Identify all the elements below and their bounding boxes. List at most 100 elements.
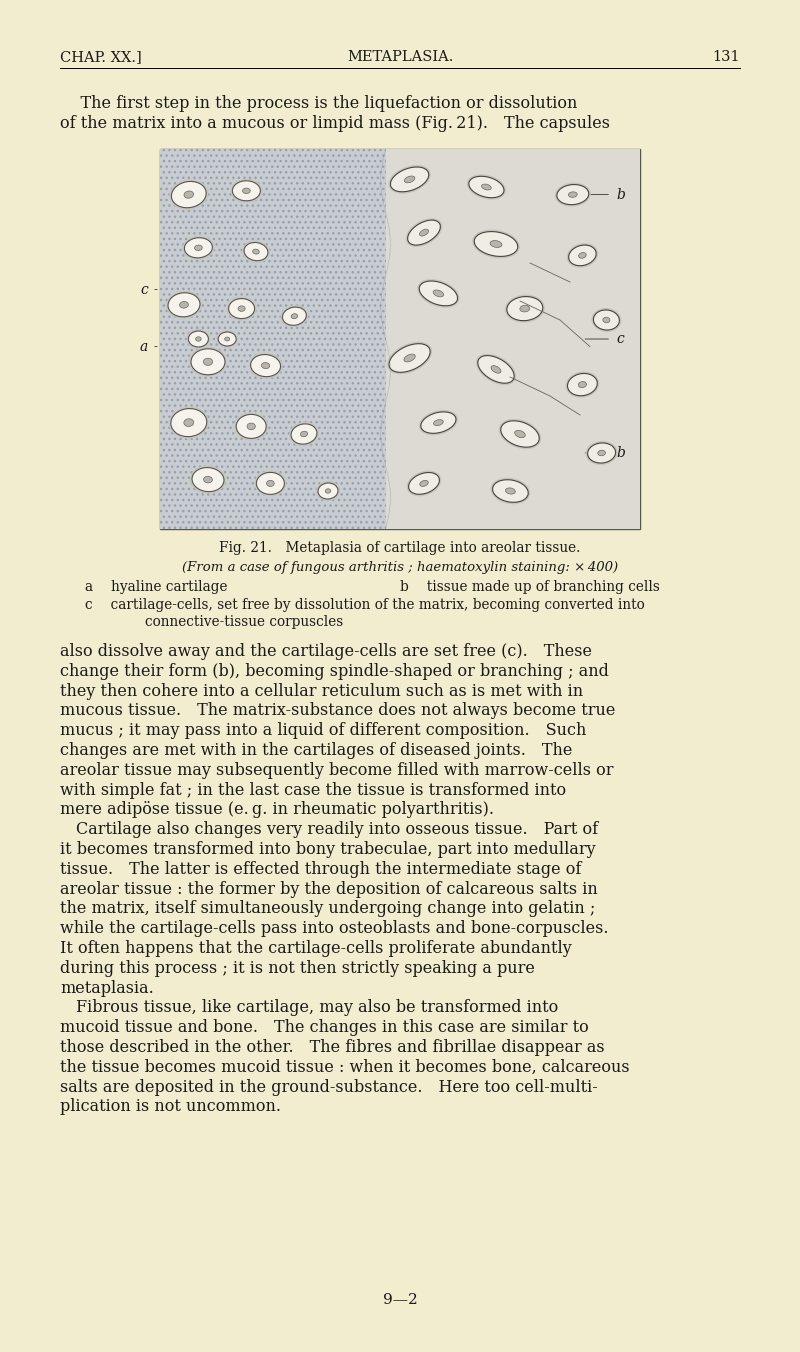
Ellipse shape: [555, 183, 590, 207]
Ellipse shape: [262, 362, 270, 369]
Text: they then cohere into a cellular reticulum such as is met with in: they then cohere into a cellular reticul…: [60, 683, 583, 699]
Text: c: c: [140, 283, 148, 296]
Text: areolar tissue may subsequently become filled with marrow-cells or: areolar tissue may subsequently become f…: [60, 761, 614, 779]
Text: b  tissue made up of branching cells: b tissue made up of branching cells: [400, 580, 660, 594]
Ellipse shape: [242, 188, 250, 193]
Ellipse shape: [169, 407, 209, 438]
Ellipse shape: [506, 488, 515, 493]
Text: mucous tissue. The matrix-substance does not always become true: mucous tissue. The matrix-substance does…: [60, 703, 615, 719]
Ellipse shape: [170, 180, 208, 210]
Ellipse shape: [478, 356, 514, 383]
Bar: [160, 149, 640, 529]
Ellipse shape: [171, 181, 206, 208]
Ellipse shape: [520, 306, 530, 312]
Ellipse shape: [168, 293, 200, 316]
Text: metaplasia.: metaplasia.: [60, 980, 154, 996]
Ellipse shape: [476, 354, 516, 385]
Text: b: b: [616, 446, 625, 460]
Ellipse shape: [291, 314, 298, 319]
Ellipse shape: [216, 330, 238, 347]
Ellipse shape: [184, 191, 194, 199]
Ellipse shape: [180, 301, 188, 308]
Ellipse shape: [409, 473, 439, 495]
Text: during this process ; it is not then strictly speaking a pure: during this process ; it is not then str…: [60, 960, 535, 976]
Ellipse shape: [567, 373, 598, 396]
Ellipse shape: [591, 308, 622, 333]
Text: those described in the other. The fibres and fibrillae disappear as: those described in the other. The fibres…: [60, 1038, 605, 1056]
Ellipse shape: [249, 353, 282, 379]
Ellipse shape: [390, 168, 429, 192]
Ellipse shape: [281, 306, 308, 327]
Ellipse shape: [482, 184, 491, 189]
Ellipse shape: [514, 430, 526, 438]
Ellipse shape: [586, 441, 618, 465]
Bar: [386, 149, 640, 529]
Text: while the cartilage-cells pass into osteoblasts and bone-corpuscles.: while the cartilage-cells pass into oste…: [60, 921, 609, 937]
Ellipse shape: [301, 431, 307, 437]
Ellipse shape: [254, 470, 286, 496]
Text: CHAP. XX.]: CHAP. XX.]: [60, 50, 142, 64]
Ellipse shape: [171, 408, 206, 437]
Text: mere adipöse tissue (e. g. in rheumatic polyarthritis).: mere adipöse tissue (e. g. in rheumatic …: [60, 802, 494, 818]
Ellipse shape: [387, 342, 432, 375]
Ellipse shape: [493, 480, 528, 503]
Text: change their form (b), becoming spindle-shaped or branching ; and: change their form (b), becoming spindle-…: [60, 662, 609, 680]
Ellipse shape: [189, 331, 209, 347]
Text: it becomes transformed into bony trabeculae, part into medullary: it becomes transformed into bony trabecu…: [60, 841, 596, 859]
Ellipse shape: [406, 470, 442, 496]
Ellipse shape: [507, 296, 542, 320]
Ellipse shape: [184, 419, 194, 426]
Ellipse shape: [238, 306, 245, 311]
Ellipse shape: [490, 241, 502, 247]
Ellipse shape: [291, 425, 317, 443]
Ellipse shape: [566, 372, 599, 397]
Ellipse shape: [578, 381, 586, 388]
Text: the matrix, itself simultaneously undergoing change into gelatin ;: the matrix, itself simultaneously underg…: [60, 900, 595, 918]
Ellipse shape: [419, 410, 458, 435]
Ellipse shape: [419, 281, 458, 306]
Ellipse shape: [434, 419, 443, 426]
Ellipse shape: [404, 354, 415, 362]
Text: the tissue becomes mucoid tissue : when it becomes bone, calcareous: the tissue becomes mucoid tissue : when …: [60, 1059, 630, 1076]
Text: of the matrix into a mucous or limpid mass (Fig. 21). The capsules: of the matrix into a mucous or limpid ma…: [60, 115, 610, 131]
Ellipse shape: [244, 242, 268, 261]
Ellipse shape: [474, 231, 518, 257]
Text: changes are met with in the cartilages of diseased joints. The: changes are met with in the cartilages o…: [60, 742, 572, 758]
Text: (From a case of fungous arthritis ; haematoxylin staining: × 400): (From a case of fungous arthritis ; haem…: [182, 561, 618, 575]
Text: areolar tissue : the former by the deposition of calcareous salts in: areolar tissue : the former by the depos…: [60, 880, 598, 898]
Ellipse shape: [588, 443, 615, 462]
Ellipse shape: [191, 349, 225, 375]
Ellipse shape: [242, 241, 270, 262]
Bar: [160, 149, 386, 529]
Ellipse shape: [192, 468, 224, 492]
Ellipse shape: [419, 230, 429, 237]
Text: c  cartilage-cells, set free by dissolution of the matrix, becoming converted in: c cartilage-cells, set free by dissoluti…: [85, 598, 645, 612]
Text: a  hyaline cartilage: a hyaline cartilage: [85, 580, 227, 594]
Ellipse shape: [182, 235, 214, 260]
Ellipse shape: [190, 465, 226, 493]
Ellipse shape: [233, 181, 261, 201]
Ellipse shape: [389, 343, 430, 372]
Ellipse shape: [418, 279, 459, 308]
Text: mucus ; it may pass into a liquid of different composition. Such: mucus ; it may pass into a liquid of dif…: [60, 722, 586, 740]
Ellipse shape: [389, 165, 430, 193]
Ellipse shape: [186, 329, 210, 349]
Ellipse shape: [218, 333, 236, 346]
Text: Cartilage also changes very readily into osseous tissue. Part of: Cartilage also changes very readily into…: [60, 821, 598, 838]
Ellipse shape: [578, 253, 586, 258]
Ellipse shape: [467, 174, 506, 200]
Ellipse shape: [603, 318, 610, 323]
Text: mucoid tissue and bone. The changes in this case are similar to: mucoid tissue and bone. The changes in t…: [60, 1019, 589, 1036]
Text: with simple fat ; in the last case the tissue is transformed into: with simple fat ; in the last case the t…: [60, 781, 566, 799]
Text: also dissolve away and the cartilage-cells are set free (c). These: also dissolve away and the cartilage-cel…: [60, 644, 592, 660]
Text: b: b: [616, 188, 625, 201]
Text: 9—2: 9—2: [382, 1293, 418, 1307]
Ellipse shape: [250, 354, 281, 377]
Ellipse shape: [421, 412, 456, 434]
Ellipse shape: [566, 243, 598, 268]
Ellipse shape: [326, 489, 330, 493]
Ellipse shape: [289, 422, 319, 446]
Text: Fibrous tissue, like cartilage, may also be transformed into: Fibrous tissue, like cartilage, may also…: [60, 999, 558, 1017]
Text: 131: 131: [712, 50, 740, 64]
Ellipse shape: [225, 337, 230, 341]
